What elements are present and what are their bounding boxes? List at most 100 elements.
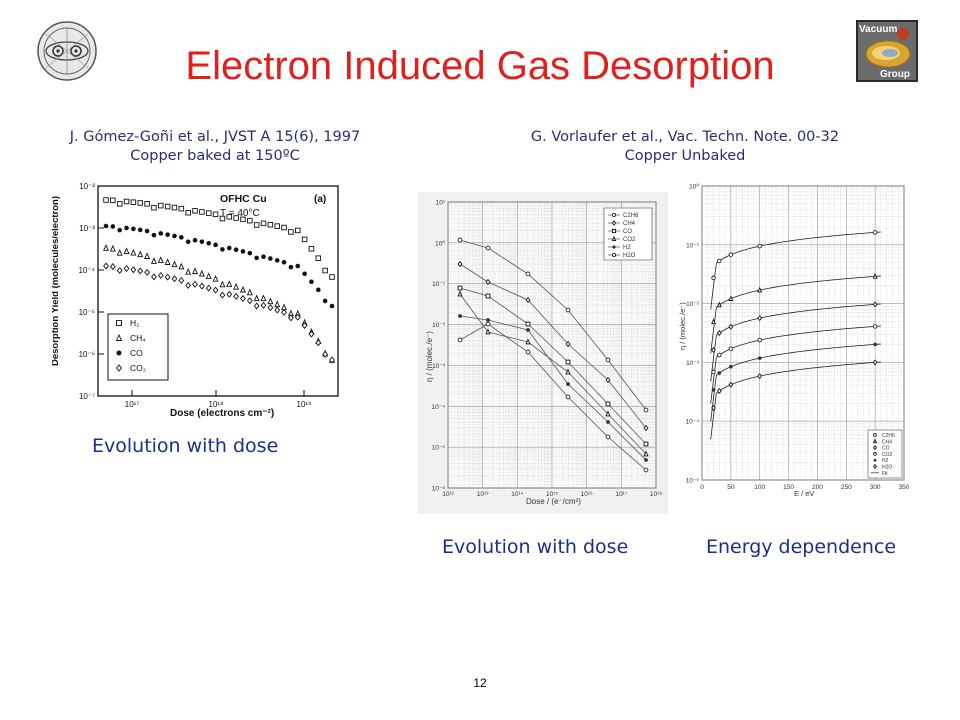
figure-left-data-point <box>164 203 171 210</box>
figure-right-legend-label: C2H6 <box>882 433 895 439</box>
reference-right-condition: Copper Unbaked <box>624 148 746 164</box>
figure-left-data-point <box>322 298 328 304</box>
figure-left-xlabel: Dose (electrons cm⁻²) <box>170 408 274 419</box>
figure-right-legend-marker <box>873 463 877 470</box>
figure-left-legend-label: CO <box>130 348 143 358</box>
figure-middle-data-point <box>643 441 649 447</box>
figure-left-data-point <box>206 240 212 246</box>
figure-left-legend-marker <box>115 364 123 372</box>
figure-left-data-point <box>164 258 171 265</box>
figure-middle-legend-label: CO2 <box>623 237 636 243</box>
figure-left-data-point <box>172 233 177 239</box>
figure-left-data-point <box>123 247 130 254</box>
figure-middle-data-point <box>643 450 649 457</box>
figure-right-data-point <box>716 329 722 337</box>
figure-right-data-point <box>872 272 878 279</box>
figure-left-data-point <box>253 302 260 310</box>
figure-left-data-point <box>315 255 322 261</box>
figure-left-data-point <box>219 215 226 222</box>
figure-middle-data-point <box>485 293 491 299</box>
figure-left-data-point <box>226 245 232 251</box>
figure-left-xtick-label: 10¹⁹ <box>297 400 312 409</box>
figure-right-xtick-label: 200 <box>812 484 823 491</box>
figure-middle-data-point <box>644 458 648 462</box>
figure-left-data-point <box>329 303 335 309</box>
figure-middle-ytick-label: 10⁻⁶ <box>432 486 446 493</box>
figure-left-plot-frame <box>97 185 339 397</box>
figure-left-data-point <box>158 231 164 236</box>
figure-left-data-point <box>288 264 294 270</box>
figure-middle-ytick-label: 10⁻⁵ <box>432 445 446 452</box>
figure-middle-data-point <box>643 407 649 413</box>
figure-right-legend-label: Fit <box>882 471 888 477</box>
figure-middle-data-point <box>643 424 649 432</box>
figure-right-data-point <box>728 323 734 330</box>
figure-middle-data-point <box>457 260 463 268</box>
figure-middle-data-point <box>605 434 611 440</box>
figure-left-data-point <box>301 236 308 243</box>
figure-left-data-point <box>268 256 273 261</box>
figure-middle-data-point <box>605 376 611 384</box>
figure-middle-data-point <box>565 368 571 375</box>
figure-left-data-point <box>144 201 150 207</box>
figure-left-data-point <box>233 292 240 300</box>
figure-right-data-point <box>717 258 722 264</box>
figure-middle-legend-label: H2 <box>623 245 631 251</box>
caption-middle: Evolution with dose <box>442 536 629 558</box>
figure-left-data-point <box>117 227 122 233</box>
figure-middle-legend-marker <box>611 252 617 258</box>
figure-left-data-point <box>247 250 253 256</box>
figure-middle-data-point <box>566 382 570 386</box>
figure-left-legend-label: CO₂ <box>130 363 146 373</box>
logo-text-vacuum: Vacuum <box>859 24 897 35</box>
figure-right-legend-label: H2 <box>882 458 889 464</box>
figure-middle-data-point <box>457 237 463 243</box>
figure-right-energy-plot: η / (molec./e⁻) E / eV 10⁰ 10⁻¹ 10⁻² 10⁻³ 10… <box>676 180 912 498</box>
figure-left-data-point <box>103 262 109 270</box>
figure-left-data-point <box>247 217 253 224</box>
figure-right-legend-label: H2O <box>882 465 892 471</box>
figure-left-data-point <box>103 244 109 251</box>
figure-right-data-point <box>717 352 722 358</box>
figure-right-xtick-label: 50 <box>727 484 735 491</box>
figure-middle-ylabel: η / (molec./e⁻) <box>425 331 434 382</box>
figure-right-data-point <box>757 315 763 322</box>
figure-left-data-point <box>151 204 157 211</box>
figure-middle-xtick-label: 10¹⁸ <box>650 491 662 498</box>
figure-left-legend-marker <box>116 320 122 326</box>
figure-middle-ytick-label: 10⁻² <box>432 322 446 329</box>
figure-right-data-point <box>872 359 878 366</box>
figure-left-ytick-label: 10⁻³ <box>79 224 95 233</box>
reference-left-citation: J. Gómez-Goñi et al., JVST A 15(6), 1997 <box>69 129 361 145</box>
figure-left-data-point <box>137 267 144 275</box>
figure-left-data-point <box>267 297 274 305</box>
logo-text-group: Group <box>880 69 910 80</box>
figure-left-data-point <box>178 262 185 270</box>
figure-left-data-point <box>116 201 123 207</box>
figure-left-data-point <box>109 263 116 271</box>
figure-middle-data-point <box>643 467 649 473</box>
figure-left-data-point <box>260 220 267 227</box>
figure-left-dose-plot: Desorption Yield (molecules/electron) Do… <box>52 180 348 420</box>
figure-right-xtick-label: 300 <box>870 484 881 491</box>
figure-right-data-point <box>711 318 717 325</box>
figure-left-data-point <box>239 285 246 293</box>
figure-left-data-point <box>192 208 198 214</box>
slide-title: Electron Induced Gas Desorption <box>185 44 775 88</box>
figure-middle-ytick-label: 10⁻⁴ <box>432 404 446 411</box>
figure-middle-legend-marker <box>611 220 617 226</box>
figure-left-legend-label: CH₄ <box>130 333 146 343</box>
figure-left-data-point <box>171 260 178 268</box>
figure-middle-data-point <box>526 328 530 332</box>
figure-left-data-point <box>199 209 205 215</box>
figure-right-data-point <box>873 342 877 347</box>
figure-middle-legend-marker <box>612 245 616 249</box>
figure-right-data-point <box>711 369 716 375</box>
figure-left-data-point <box>246 288 253 296</box>
figure-right-xtick-label: 350 <box>899 484 910 491</box>
figure-middle-data-point <box>485 328 491 335</box>
figure-right-data-point <box>728 295 734 301</box>
figure-middle-data-point <box>485 245 491 251</box>
figure-middle-legend-marker <box>611 212 617 218</box>
vacuum-group-logo: Vacuum Group <box>856 20 918 82</box>
